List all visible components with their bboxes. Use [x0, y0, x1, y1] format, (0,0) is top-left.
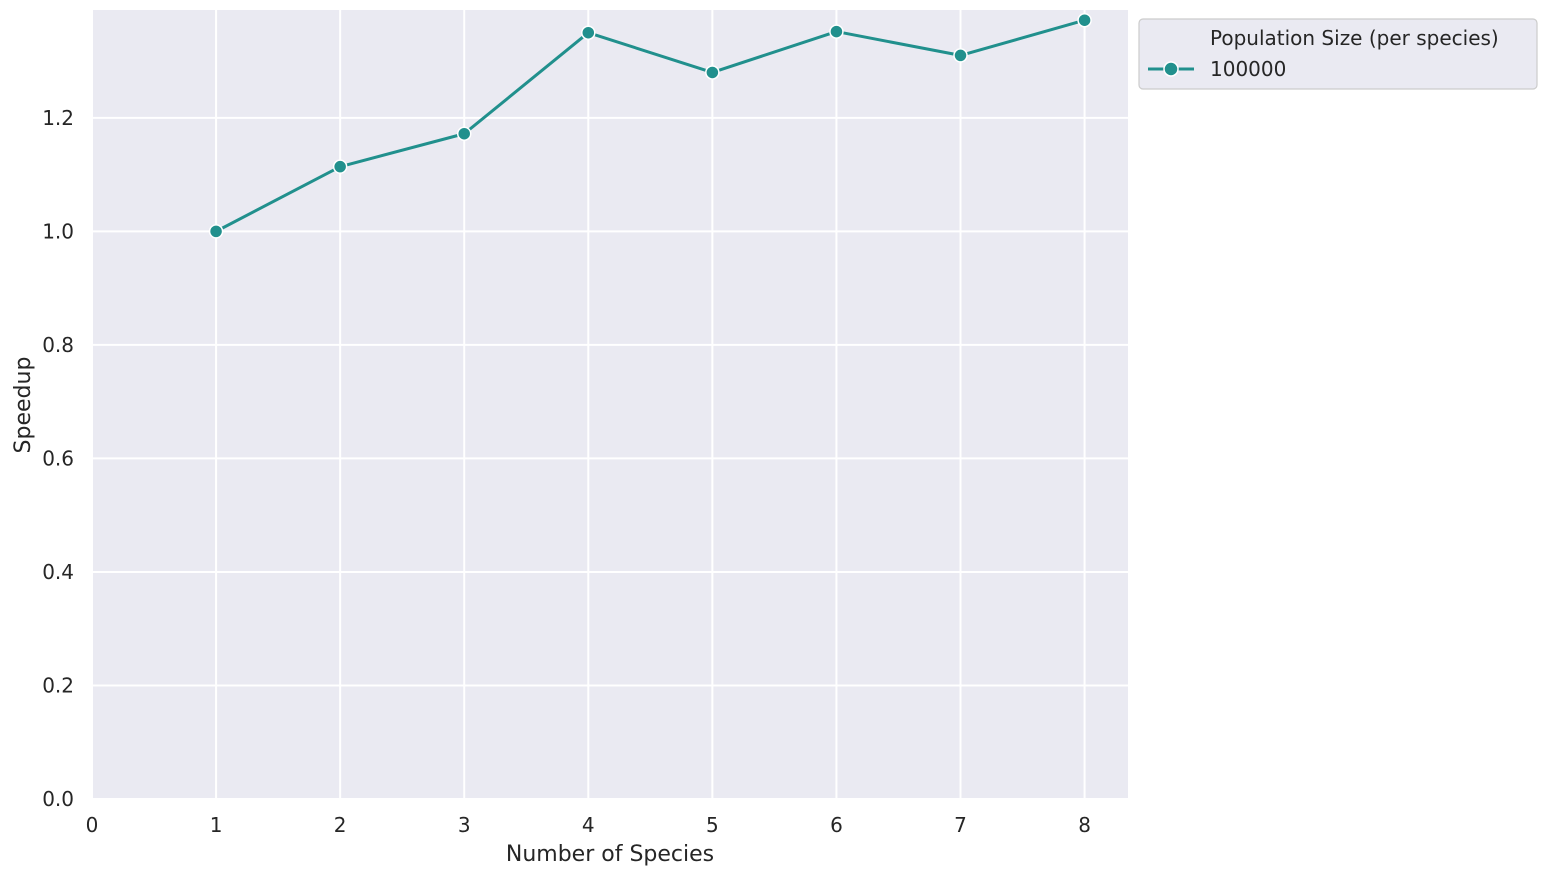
- legend-box: [1138, 18, 1538, 90]
- x-tick-label: 2: [334, 813, 347, 837]
- x-tick-label: 7: [954, 813, 967, 837]
- x-tick-label: 0: [86, 813, 99, 837]
- y-tick-label: 1.2: [42, 106, 74, 130]
- x-axis-title: Number of Species: [506, 842, 714, 867]
- series-layer: [208, 12, 1092, 239]
- data-point: [1077, 12, 1092, 28]
- legend-marker-swatch: [1163, 61, 1179, 77]
- legend-entry-label: 100000: [1210, 57, 1286, 81]
- series-line: [214, 18, 1087, 233]
- x-tick-label: 5: [706, 813, 719, 837]
- data-point: [456, 126, 472, 141]
- y-tick-label: 1.0: [42, 219, 74, 243]
- x-tick-label: 6: [830, 813, 843, 837]
- y-tick-label: 0.6: [42, 446, 74, 470]
- x-tick-label: 3: [458, 813, 471, 837]
- plot-background: [92, 10, 1128, 799]
- x-tick-label: 1: [210, 813, 223, 837]
- data-point: [332, 159, 348, 174]
- y-tick-label: 0.2: [42, 673, 74, 697]
- x-tick-label: 4: [582, 813, 595, 837]
- data-point: [829, 24, 844, 39]
- x-tick-label: 8: [1078, 813, 1091, 837]
- y-axis-title: Speedup: [11, 357, 36, 454]
- y-tick-label: 0.0: [42, 787, 74, 811]
- x-tick-labels: 0 1 2 3 4 5 6 7 8: [86, 813, 1091, 837]
- data-point: [953, 48, 968, 63]
- grid-lines: [91, 10, 1128, 800]
- y-tick-labels: 0.0 0.2 0.4 0.6 0.8 1.0 1.2: [42, 106, 74, 811]
- data-point: [705, 65, 720, 80]
- data-point: [208, 224, 224, 239]
- y-tick-label: 0.4: [42, 560, 74, 584]
- legend-title: Population Size (per species): [1210, 26, 1499, 50]
- y-tick-label: 0.8: [42, 333, 74, 357]
- data-point: [581, 25, 596, 40]
- legend: Population Size (per species) 100000: [1138, 18, 1538, 90]
